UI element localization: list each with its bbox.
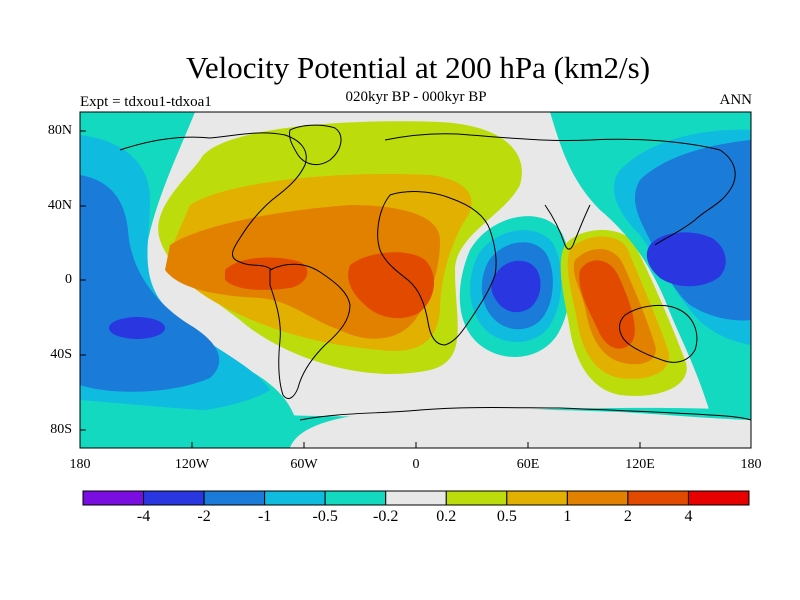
lon-label-60W: 60W: [290, 457, 318, 472]
contour-pacific-west-core: [109, 317, 165, 339]
contour-africa-core: [348, 252, 435, 319]
axis-ticks: [80, 130, 641, 448]
season-label: ANN: [719, 92, 753, 108]
coast-eurasia: [384, 133, 736, 246]
experiment-label: Expt = tdxou1-tdxoa1: [80, 94, 212, 110]
colorbar-swatch: [385, 490, 447, 506]
colorbar-swatch: [82, 490, 145, 506]
coast-greenland: [289, 124, 342, 166]
contour-america-core: [225, 257, 308, 290]
colorbar-label: -4: [136, 508, 151, 525]
colorbar-label: -2: [197, 508, 211, 525]
contour-indian-core: [491, 260, 541, 313]
lat-label-80N: 80N: [47, 123, 72, 138]
lon-label-120W: 120W: [174, 457, 210, 472]
lon-label-60E: 60E: [516, 457, 540, 472]
colorbar-label: 0.2: [436, 508, 457, 525]
contour-field: [80, 112, 751, 448]
colorbar-label: -0.5: [312, 508, 338, 525]
map-title: Velocity Potential at 200 hPa (km2/s): [185, 50, 651, 85]
colorbar-swatch: [506, 490, 568, 506]
colorbar-swatch: [264, 490, 326, 506]
map-subtitle: 020kyr BP - 000kyr BP: [345, 89, 487, 105]
colorbar-label: 1: [563, 508, 572, 525]
colorbar-swatch: [566, 490, 629, 506]
colorbar-label: 0.5: [496, 508, 517, 525]
colorbar-swatch: [627, 490, 689, 506]
contour-antarctica: [290, 409, 751, 448]
colorbar-label: 4: [684, 508, 693, 525]
coast-india: [544, 204, 591, 250]
lat-label-40N: 40N: [47, 198, 72, 213]
colorbar-swatch: [687, 490, 750, 506]
colorbar-swatch: [203, 490, 266, 506]
coast-africa: [377, 191, 497, 346]
colorbar-label: 2: [623, 508, 632, 525]
coastlines: [119, 124, 751, 421]
contour-pacific-west-inner: [80, 175, 220, 392]
colorbar: [82, 490, 750, 506]
coast-australia: [619, 304, 698, 363]
coast-north-america: [119, 132, 307, 271]
contour-pacific-east-inner: [634, 140, 751, 321]
lon-label-0: 0: [412, 457, 420, 472]
lon-label-180-right: 180: [740, 457, 762, 472]
lat-label-80S: 80S: [50, 422, 72, 437]
lat-label-40S: 40S: [50, 347, 72, 362]
colorbar-swatch: [143, 490, 205, 506]
coast-south-america: [269, 263, 351, 399]
colorbar-label: -0.2: [373, 508, 399, 525]
colorbar-swatch: [445, 490, 508, 506]
coast-antarctica: [299, 407, 751, 421]
lon-label-180-left: 180: [69, 457, 91, 472]
contour-maritime-core: [579, 260, 635, 349]
lat-label-0: 0: [65, 272, 72, 287]
contour-pacific-east-core: [646, 232, 726, 287]
colorbar-label: -1: [257, 508, 272, 525]
colorbar-swatch: [324, 490, 387, 506]
lon-label-120E: 120E: [625, 457, 655, 472]
